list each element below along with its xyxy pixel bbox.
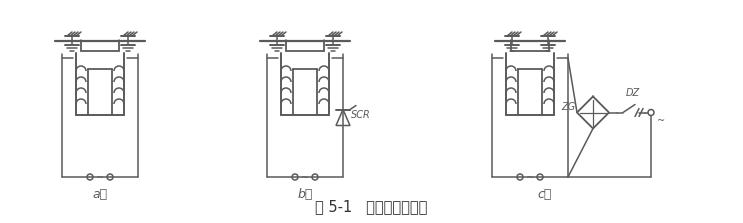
Text: ~: ~ (657, 116, 665, 126)
Text: c）: c） (538, 188, 552, 201)
Text: ~: ~ (301, 173, 309, 183)
Text: ZG: ZG (561, 101, 575, 112)
Bar (286, 41, 324, 51)
Bar (81, 41, 119, 51)
Text: ~: ~ (526, 173, 534, 183)
Text: b）: b） (297, 188, 313, 201)
Text: DZ: DZ (626, 89, 640, 99)
Text: SCR: SCR (351, 111, 371, 120)
Text: 图 5-1   激振器供电方式: 图 5-1 激振器供电方式 (315, 199, 427, 214)
Text: ~: ~ (96, 173, 104, 183)
Text: a）: a） (92, 188, 108, 201)
Bar (511, 41, 549, 51)
